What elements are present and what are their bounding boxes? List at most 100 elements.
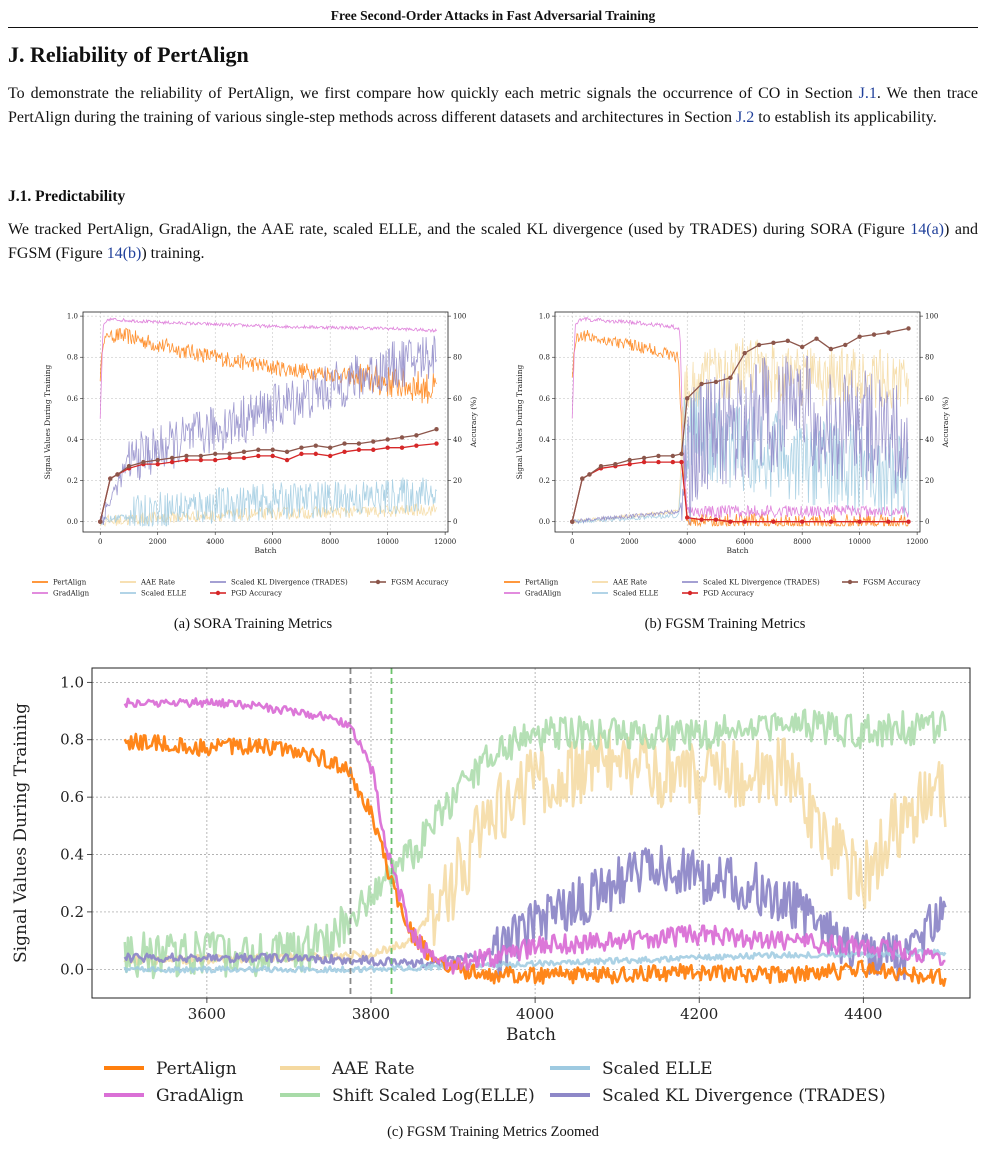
legend-label-fgsm-accuracy: FGSM Accuracy [863,579,920,587]
legend-svg: PertAlign GradAlign AAE Rate Shift Scaled L… [104,1059,886,1106]
legend-label-scaled-elle: Scaled ELLE [141,590,187,598]
marker-pgd-accuracy [284,457,290,463]
legend-label-scaled-kl-divergence-trades: Scaled KL Divergence (TRADES) [602,1086,886,1106]
series-shift-scaled-log-elle [123,708,947,980]
y-tick-label: 0.2 [60,903,84,921]
y-tick-label: 0.0 [539,518,550,526]
marker-pgd-accuracy [155,461,160,467]
legend-marker-fgsm-accuracy [375,579,381,585]
legend-label-gradalign: GradAlign [156,1086,244,1106]
y2-tick-label: 40 [925,436,934,444]
para-text-c: ) training. [141,244,205,262]
legend-label-aae-rate: AAE Rate [331,1059,415,1079]
marker-pgd-accuracy [641,459,647,465]
marker-fgsm-accuracy [169,455,175,461]
plot-frame [82,311,449,533]
marker-fgsm-accuracy [108,476,113,481]
x-tick-label: 8000 [793,538,811,546]
x-tick-label: 2000 [149,538,167,546]
y-tick-label: 0.4 [60,846,84,864]
y2-tick-label: 80 [925,354,934,362]
marker-pgd-accuracy [857,519,862,524]
y2-tick-label: 80 [453,354,462,362]
figure-c-zoomed-chart: 3600 3800 4000 4200 4400 0.0 0.2 0.4 0.6 0.8 1.0 Ba… [11,667,971,1045]
legend-svg: PertAlign GradAlign AAE Rate Scaled ELLE Sca… [32,579,448,598]
marker-pgd-accuracy [728,519,733,524]
x-tick-label: 0 [98,538,102,546]
x-tick-label: 12000 [434,538,456,546]
legend-label-scaled-kl-divergence-trades: Scaled KL Divergence (TRADES) [231,579,348,587]
y-axis-label: Signal Values During Training [43,364,52,479]
marker-pgd-accuracy [886,519,891,524]
marker-fgsm-accuracy [213,451,218,457]
marker-fgsm-accuracy [828,346,834,352]
x-tick-label: 3800 [352,1005,390,1023]
marker-pgd-accuracy [799,519,805,524]
section-title: J. Reliability of PertAlign [8,42,249,67]
intro-text-b: . We then trace PertAlign during the tra… [8,85,978,126]
y2-axis-label: Accuracy (%) [941,397,950,449]
marker-pgd-accuracy [327,453,333,459]
marker-fgsm-accuracy [627,457,632,463]
marker-pgd-accuracy [356,447,362,452]
legend-label-aae-rate: AAE Rate [612,579,647,587]
y2-tick-label: 100 [925,313,938,321]
marker-pgd-accuracy [771,519,776,524]
figure-ref-14a[interactable]: 14(a) [910,221,944,238]
section-ref-j2[interactable]: J.2 [735,108,755,126]
y2-tick-label: 60 [925,395,934,403]
marker-pgd-accuracy [256,453,261,459]
section-ref-j1[interactable]: J.1 [858,85,877,102]
y-tick-label: 1.0 [60,673,84,691]
intro-paragraph: To demonstrate the reliability of PertAl… [8,82,978,129]
marker-pgd-accuracy [627,461,632,467]
marker-fgsm-accuracy [155,457,160,463]
y2-axis-label: Accuracy (%) [469,397,478,449]
running-header: Free Second-Order Attacks in Fast Advers… [330,8,656,23]
marker-fgsm-accuracy [327,445,333,450]
x-tick-label: 12000 [906,538,928,546]
figure-a-sora-chart: 0 2000 4000 6000 8000 10000 12000 0.0 0.2 0.4 0.6 0… [43,311,478,555]
y2-tick-label: 60 [453,395,462,403]
marker-fgsm-accuracy [570,519,575,524]
predictability-paragraph: We tracked PertAlign, GradAlign, the AAE… [8,218,978,265]
y-tick-label: 0.2 [539,477,550,485]
marker-pgd-accuracy [299,451,304,457]
marker-fgsm-accuracy [126,464,132,469]
marker-pgd-accuracy [241,455,247,461]
para-text-b: ) and FGSM (Figure [8,221,978,262]
y2-tick-label: 0 [453,518,457,526]
figure-ref-14b[interactable]: 14(b) [106,244,142,262]
legend-label-gradalign: GradAlign [53,590,90,598]
series-pertalign [123,732,947,987]
marker-fgsm-accuracy [871,332,877,337]
y2-tick-label: 20 [453,477,462,485]
x-tick-label: 0 [570,538,574,546]
series-scaled-kl-divergence-trades [123,844,947,982]
marker-fgsm-accuracy [670,453,676,459]
x-tick-label: 6000 [736,538,754,546]
figure-b-fgsm-chart: 0 2000 4000 6000 8000 10000 12000 0.0 0.2 0.4 0.6 0… [515,311,950,555]
series-pertalign [99,327,437,404]
marker-fgsm-accuracy [414,433,419,438]
marker-fgsm-accuracy [785,338,790,343]
figure-c-caption: (c) FGSM Training Metrics Zoomed [387,1124,599,1140]
marker-fgsm-accuracy [641,455,647,461]
header-rule [8,27,978,28]
marker-fgsm-accuracy [241,449,247,455]
marker-fgsm-accuracy [771,340,776,346]
marker-fgsm-accuracy [284,449,290,455]
x-tick-label: 10000 [377,538,399,546]
marker-fgsm-accuracy [656,453,661,459]
legend-label-shift-scaled-log-elle: Shift Scaled Log(ELLE) [332,1086,535,1106]
legend-label-pertalign: PertAlign [53,579,87,587]
y-tick-label: 0.0 [67,518,78,526]
marker-fgsm-accuracy [399,435,405,440]
marker-fgsm-accuracy [906,326,911,331]
figure-c-legend: PertAlign GradAlign AAE Rate Shift Scaled L… [100,1056,960,1112]
legend-label-aae-rate: AAE Rate [140,579,175,587]
figure-a-legend: PertAlign GradAlign AAE Rate Scaled ELLE Sca… [28,574,488,604]
y-tick-label: 0.4 [67,436,79,444]
x-tick-label: 4000 [206,538,224,546]
marker-pgd-accuracy [227,455,232,461]
